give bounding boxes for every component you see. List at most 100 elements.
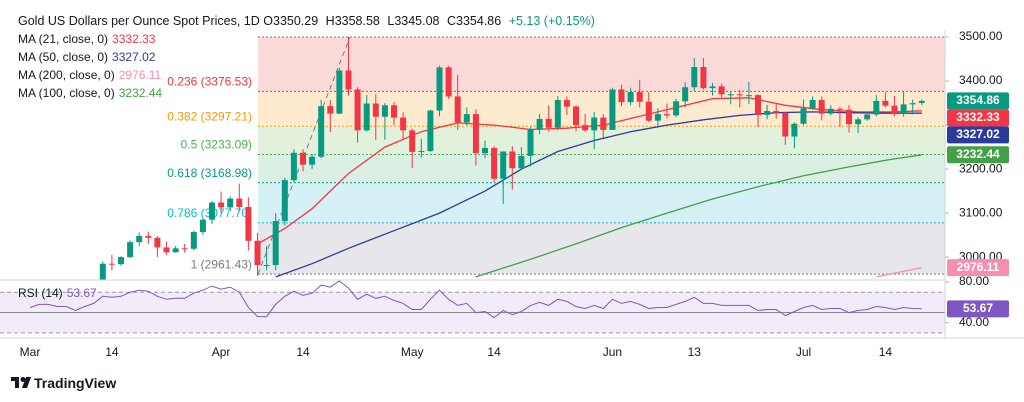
candle-body [609,89,616,130]
candle-body [563,99,570,107]
x-tick-label: 13 [688,345,702,359]
candle-body [891,105,898,115]
candle-body [645,101,652,121]
candle-body [181,248,188,250]
candle-body [554,99,561,128]
symbol-title: Gold US Dollars per Ounce Spot Prices, 1… [18,14,260,28]
candle-body [245,206,252,241]
candle-body [873,100,880,115]
price-tag: 3354.86 [956,93,1000,107]
fib-band [258,126,945,155]
ohlc-label: O [263,14,273,28]
fib-band [258,154,945,183]
y-tick-label: 3400.00 [959,73,1003,87]
candle-body [736,94,743,96]
candle-body [281,180,288,222]
candle-body [199,219,206,233]
candle-body [163,247,170,253]
candle-body [409,130,416,152]
candle-body [527,129,534,156]
candle-body [809,99,816,109]
candle-body [918,100,925,103]
candle-body [145,235,152,238]
legend: Gold US Dollars per Ounce Spot Prices, 1… [18,12,595,102]
candle-body [491,147,498,179]
candle-body [300,152,306,165]
rsi-tag-box [947,300,1009,318]
candle-body [545,118,552,128]
price-tag: 3327.02 [956,127,1000,141]
candle-body [827,108,834,114]
candle-body [127,242,134,258]
candle-body [236,198,243,207]
moving-average-line [275,111,922,278]
axes: 3500.003400.003300.003200.003100.003000.… [0,29,1024,359]
candle-body [99,263,106,280]
candle-body [500,151,507,179]
y-tick-label: 3100.00 [959,205,1003,219]
candle-body [472,114,479,154]
candle-body [345,70,352,90]
ohlc-label: L [387,14,395,28]
rsi-legend: RSI (14) 53.67 [18,286,97,300]
candle-body [427,110,434,152]
candle-body [372,103,379,117]
legend-name: RSI (14) [18,286,63,300]
candle-body [227,198,234,208]
ohlc-label: C [447,14,457,28]
price-tag-box [947,259,1009,277]
candle-body [573,106,579,126]
legend-name: MA (21, close, 0) [18,32,109,46]
candle-body [682,87,689,102]
candle-body [600,117,607,130]
candle-body [272,221,279,266]
candle-body [618,89,625,103]
candle-body [800,108,807,124]
y-tick-label: 3200.00 [959,161,1003,175]
legend-entry: MA (50, close, 0) 3327.02 [18,48,595,66]
header: Gold US Dollars per Ounce Spot Prices, 1… [18,12,595,30]
candle-body [318,106,325,157]
candle-body [773,110,780,113]
x-tick-label: May [401,345,424,359]
candle-body [673,101,680,116]
candle-body [136,235,143,243]
ohlc-value: 3354.86 [456,14,502,28]
x-tick-label: Apr [212,345,231,359]
candle-body [509,151,516,169]
candle-body [454,96,461,123]
logo-part [20,377,26,382]
candle-body [209,202,215,220]
candle-body [354,89,361,131]
price-tag-box [947,92,1009,110]
legend-value: 3332.33 [112,32,156,46]
candle-body [118,257,124,265]
x-tick-label: Jun [603,345,622,359]
candle-body [400,117,407,131]
candle-body [582,125,589,131]
price-tag-box [947,146,1009,164]
fib-level-label: 1 (2961.43) [191,257,252,271]
tradingview-logo [11,377,31,388]
fib-band [258,37,945,92]
candle-body [745,95,752,97]
legend-name: MA (100, close, 0) [18,86,115,100]
fib-layer [257,36,945,275]
candle-body [691,66,698,88]
x-tick-label: 14 [487,345,501,359]
candle-body [709,86,716,89]
candle-body [864,114,871,120]
candle-body [627,92,634,103]
price-tag-box [947,109,1009,127]
candle-body [791,123,798,137]
candle-body [391,105,397,118]
candle-body [463,114,470,123]
fib-band [258,222,945,275]
candle-body [882,100,889,106]
candle-body [336,70,343,114]
price-tag: 2976.11 [957,260,1000,274]
fib-level-label: 0.236 (3376.53) [167,75,252,89]
legend-name: MA (200, close, 0) [18,68,115,82]
price-tag: 3332.33 [956,110,1000,124]
